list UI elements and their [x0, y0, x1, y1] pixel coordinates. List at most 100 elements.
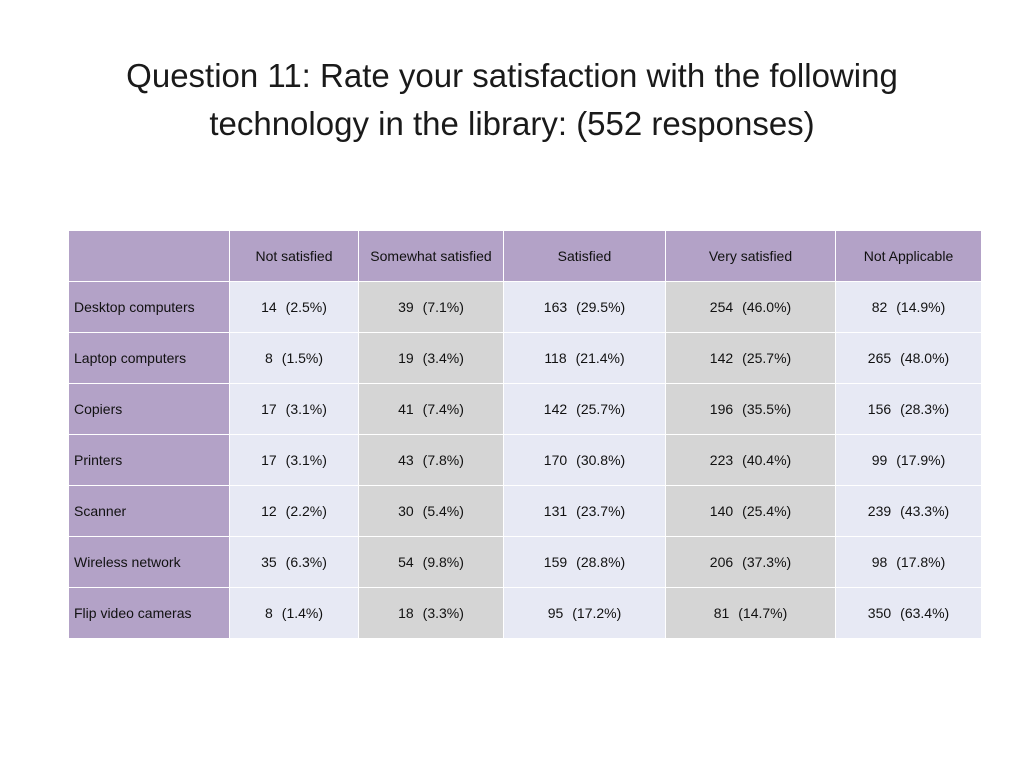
row-label: Flip video cameras	[68, 587, 230, 639]
table-cell: 17 (3.1%)	[229, 434, 359, 486]
response-percent: (29.5%)	[576, 299, 626, 315]
slide-title: Question 11: Rate your satisfaction with…	[40, 52, 984, 148]
response-percent: (6.3%)	[285, 554, 327, 570]
table-cell: 206 (37.3%)	[665, 536, 836, 588]
table-cell: 196 (35.5%)	[665, 383, 836, 435]
column-header: Not satisfied	[229, 230, 359, 282]
column-header: Somewhat satisfied	[358, 230, 504, 282]
row-label: Desktop computers	[68, 281, 230, 333]
table-cell: 99 (17.9%)	[835, 434, 982, 486]
table-row: Laptop computers 8 (1.5%) 19 (3.4%) 118 (21.4%…	[68, 332, 982, 384]
response-count: 265	[867, 350, 892, 366]
table-cell: 140 (25.4%)	[665, 485, 836, 537]
column-header: Satisfied	[503, 230, 666, 282]
response-count: 18	[398, 605, 414, 621]
response-percent: (25.4%)	[742, 503, 792, 519]
response-percent: (25.7%)	[576, 401, 626, 417]
response-count: 156	[867, 401, 892, 417]
table-cell: 98 (17.8%)	[835, 536, 982, 588]
response-percent: (3.3%)	[422, 605, 464, 621]
header-row: Not satisfied Somewhat satisfied Satisfi…	[68, 230, 982, 282]
response-percent: (2.2%)	[285, 503, 327, 519]
response-count: 118	[544, 350, 567, 366]
response-percent: (17.9%)	[896, 452, 946, 468]
response-count: 43	[398, 452, 414, 468]
response-count: 163	[543, 299, 568, 315]
response-count: 8	[264, 605, 273, 621]
table-row: Desktop computers 14 (2.5%) 39 (7.1%) 163 (29.…	[68, 281, 982, 333]
table-cell: 19 (3.4%)	[358, 332, 504, 384]
table-cell: 54 (9.8%)	[358, 536, 504, 588]
row-label: Wireless network	[68, 536, 230, 588]
row-label: Printers	[68, 434, 230, 486]
table-cell: 223 (40.4%)	[665, 434, 836, 486]
response-count: 206	[709, 554, 734, 570]
slide-title-line-2: technology in the library: (552 response…	[209, 105, 815, 142]
response-percent: (37.3%)	[742, 554, 792, 570]
response-percent: (3.1%)	[285, 401, 327, 417]
response-count: 140	[709, 503, 734, 519]
response-percent: (63.4%)	[900, 605, 950, 621]
response-percent: (1.4%)	[281, 605, 324, 621]
response-percent: (48.0%)	[900, 350, 950, 366]
response-percent: (21.4%)	[575, 350, 625, 366]
response-count: 54	[398, 554, 414, 570]
table-cell: 159 (28.8%)	[503, 536, 666, 588]
response-count: 196	[709, 401, 734, 417]
column-header: Not Applicable	[835, 230, 982, 282]
response-count: 17	[261, 452, 277, 468]
response-count: 99	[871, 452, 888, 468]
response-percent: (25.7%)	[742, 350, 792, 366]
response-count: 159	[543, 554, 568, 570]
response-count: 142	[709, 350, 734, 366]
table-cell: 254 (46.0%)	[665, 281, 836, 333]
table-cell: 41 (7.4%)	[358, 383, 504, 435]
table-cell: 350 (63.4%)	[835, 587, 982, 639]
table-cell: 142 (25.7%)	[503, 383, 666, 435]
response-count: 142	[543, 401, 568, 417]
table-cell: 265 (48.0%)	[835, 332, 982, 384]
response-percent: (1.5%)	[281, 350, 324, 366]
response-percent: (23.7%)	[576, 503, 626, 519]
response-count: 35	[261, 554, 277, 570]
table-cell: 82 (14.9%)	[835, 281, 982, 333]
response-count: 81	[713, 605, 730, 621]
table-cell: 163 (29.5%)	[503, 281, 666, 333]
response-percent: (40.4%)	[742, 452, 792, 468]
table-header: Not satisfied Somewhat satisfied Satisfi…	[68, 230, 982, 282]
response-percent: (28.8%)	[576, 554, 626, 570]
table-cell: 35 (6.3%)	[229, 536, 359, 588]
response-percent: (28.3%)	[900, 401, 950, 417]
table-cell: 14 (2.5%)	[229, 281, 359, 333]
table-row: Copiers 17 (3.1%) 41 (7.4%) 142 (25.7%) 196 (35.…	[68, 383, 982, 435]
table-cell: 118 (21.4%)	[503, 332, 666, 384]
response-percent: (7.8%)	[422, 452, 464, 468]
response-count: 30	[398, 503, 414, 519]
table-cell: 12 (2.2%)	[229, 485, 359, 537]
table-cell: 8 (1.5%)	[229, 332, 359, 384]
table-cell: 131 (23.7%)	[503, 485, 666, 537]
response-percent: (5.4%)	[422, 503, 464, 519]
response-count: 350	[867, 605, 892, 621]
response-percent: (35.5%)	[742, 401, 792, 417]
response-percent: (7.1%)	[422, 299, 464, 315]
response-count: 82	[871, 299, 888, 315]
response-percent: (30.8%)	[576, 452, 626, 468]
table-row: Flip video cameras 8 (1.4%) 18 (3.3%) 95 (17.2…	[68, 587, 982, 639]
response-count: 8	[264, 350, 273, 366]
row-label: Copiers	[68, 383, 230, 435]
response-percent: (43.3%)	[900, 503, 950, 519]
response-count: 239	[867, 503, 892, 519]
row-label: Scanner	[68, 485, 230, 537]
response-percent: (7.4%)	[422, 401, 464, 417]
response-percent: (2.5%)	[285, 299, 327, 315]
table-row: Printers 17 (3.1%) 43 (7.8%) 170 (30.8%) 223 (40…	[68, 434, 982, 486]
response-count: 223	[709, 452, 734, 468]
response-percent: (3.1%)	[285, 452, 327, 468]
slide-title-line-1: Question 11: Rate your satisfaction with…	[126, 57, 898, 94]
response-count: 131	[543, 503, 568, 519]
response-count: 19	[398, 350, 414, 366]
table-cell: 156 (28.3%)	[835, 383, 982, 435]
row-label: Laptop computers	[68, 332, 230, 384]
response-percent: (46.0%)	[742, 299, 792, 315]
